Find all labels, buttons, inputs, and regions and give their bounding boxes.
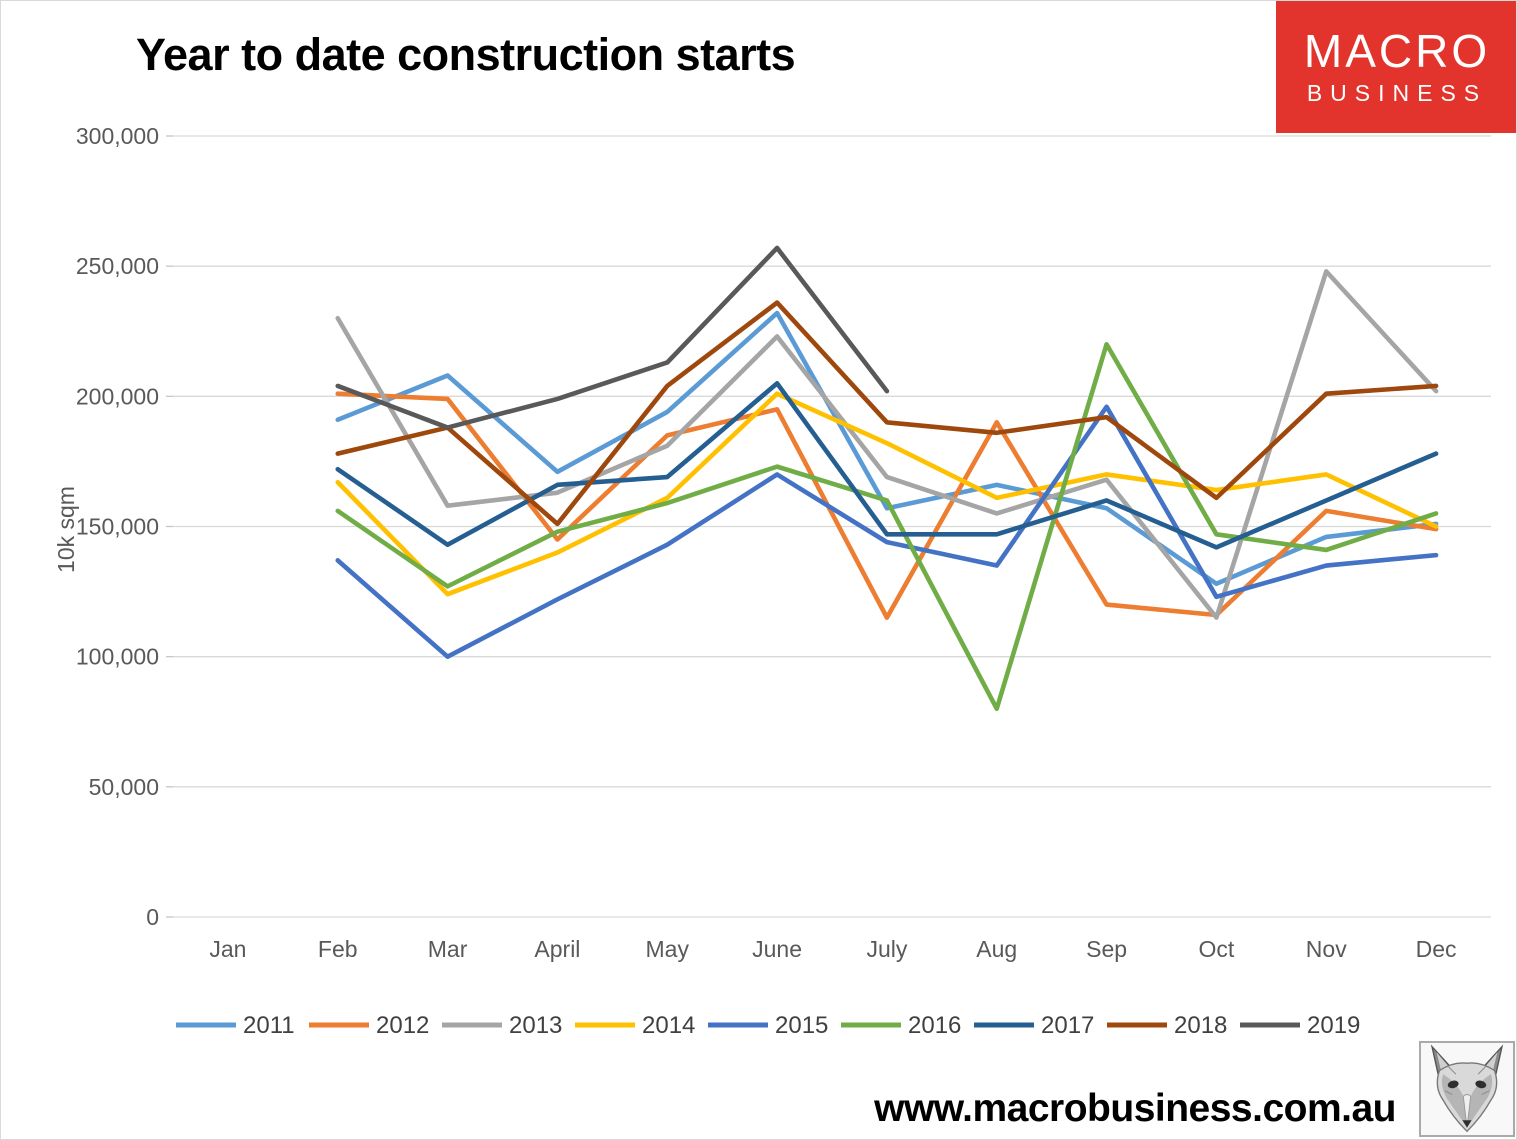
legend-label-2018: 2018 (1174, 1012, 1227, 1039)
legend-label-2013: 2013 (509, 1012, 562, 1039)
x-tick-label: Jan (209, 936, 246, 962)
y-tick-label: 300,000 (76, 123, 159, 149)
x-tick-label: Oct (1199, 936, 1235, 962)
x-tick-label: Feb (318, 936, 358, 962)
x-tick-label: Aug (976, 936, 1017, 962)
logo-text-business: BUSINESS (1306, 79, 1488, 106)
y-tick-label: 150,000 (76, 514, 159, 540)
x-tick-label: Nov (1306, 936, 1347, 962)
y-tick-label: 200,000 (76, 383, 159, 409)
series-line-2016 (335, 341, 1439, 712)
legend-label-2017: 2017 (1041, 1012, 1094, 1039)
y-tick-label: 100,000 (76, 644, 159, 670)
legend-label-2011: 2011 (243, 1012, 295, 1039)
x-tick-label: Dec (1416, 936, 1457, 962)
y-tick-label: 0 (146, 904, 159, 930)
series-line-2017 (335, 381, 1439, 550)
x-tick-label: May (646, 936, 690, 962)
fox-head-icon (1430, 1044, 1504, 1133)
legend-label-2012: 2012 (376, 1012, 429, 1039)
series-line-2018 (335, 300, 1439, 527)
y-axis-title: 10k sqm (52, 486, 79, 573)
legend-label-2015: 2015 (775, 1012, 828, 1039)
logo-text-macro: MACRO (1303, 25, 1491, 78)
series-line-2019 (335, 245, 890, 430)
chart-title: Year to date construction starts (136, 29, 796, 80)
series-line-2013 (335, 269, 1439, 620)
x-tick-label: April (534, 936, 580, 962)
website-url: www.macrobusiness.com.au (874, 1087, 1396, 1130)
x-tick-label: Sep (1086, 936, 1127, 962)
series-line-2011 (335, 310, 1439, 587)
legend-label-2016: 2016 (908, 1012, 961, 1039)
x-tick-label: July (866, 936, 907, 962)
x-tick-label: June (752, 936, 802, 962)
legend-label-2019: 2019 (1307, 1012, 1360, 1039)
series-line-2015 (335, 404, 1439, 659)
x-tick-label: Mar (428, 936, 468, 962)
legend-label-2014: 2014 (642, 1012, 695, 1039)
series-line-2014 (335, 391, 1439, 597)
y-tick-label: 250,000 (76, 253, 159, 279)
macrobusiness-logo: MACRO BUSINESS (1276, 1, 1516, 133)
fox-logo (1419, 1041, 1515, 1137)
y-tick-label: 50,000 (89, 774, 159, 800)
